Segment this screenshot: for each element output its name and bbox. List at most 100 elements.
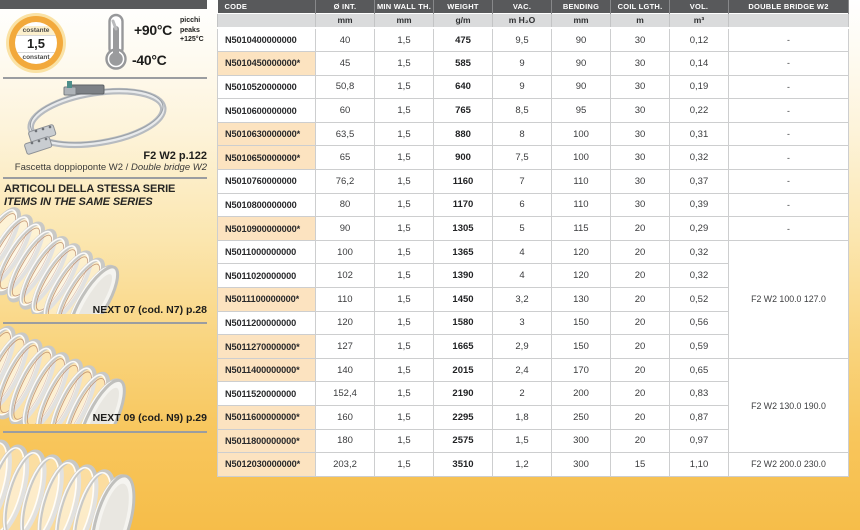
- vacuum-cell: 4: [492, 263, 552, 289]
- min-wall-thickness-cell: 1,5: [374, 27, 434, 53]
- product-code-cell: N5010800000000: [217, 192, 316, 218]
- temperature-min-label: -40°C: [132, 52, 167, 68]
- volume-cell: 0,65: [669, 357, 729, 383]
- table-row: N5010800000000 80 1,5 1170 6 110 30 0,39-: [217, 192, 849, 218]
- clamp-caption: Fascetta doppioponte W2 / Double bridge …: [0, 162, 207, 173]
- coil-length-cell: 30: [610, 145, 670, 171]
- weight-cell: 1160: [433, 169, 493, 194]
- vacuum-cell: 9,5: [492, 27, 552, 53]
- column-unit-5: mm: [551, 12, 611, 29]
- min-wall-thickness-cell: 1,5: [374, 405, 434, 430]
- product-code-cell: N5010600000000: [217, 98, 316, 123]
- double-bridge-cell: -: [728, 145, 849, 171]
- temperature-max-label: +90°C: [134, 22, 172, 38]
- volume-cell: 0,39: [669, 192, 729, 218]
- coil-length-cell: 20: [610, 357, 670, 383]
- coil-length-cell: 30: [610, 98, 670, 123]
- bending-radius-cell: 115: [551, 216, 611, 241]
- column-header-6: COIL LGTH.: [610, 0, 670, 13]
- inner-diameter-cell: 152,4: [315, 381, 375, 406]
- badge-label-it: costante: [15, 25, 57, 35]
- product-code-cell: N5010630000000*: [217, 121, 316, 147]
- weight-cell: 2190: [433, 381, 493, 406]
- column-unit-8: [728, 12, 849, 29]
- coil-length-cell: 30: [610, 121, 670, 147]
- inner-diameter-cell: 45: [315, 51, 375, 76]
- column-header-0: CODE: [217, 0, 316, 13]
- weight-cell: 640: [433, 74, 493, 100]
- coil-length-cell: 20: [610, 381, 670, 406]
- double-bridge-cell: F2 W2 130.0 190.0: [728, 357, 849, 454]
- vacuum-cell: 4: [492, 239, 552, 265]
- table-row: N5012030000000* 203,2 1,5 3510 1,2 300 15 1,10 F…: [217, 452, 849, 477]
- weight-cell: 1580: [433, 310, 493, 336]
- vacuum-cell: 2,4: [492, 357, 552, 383]
- weight-cell: 1170: [433, 192, 493, 218]
- column-header-3: WEIGHT: [433, 0, 493, 13]
- spec-table-body: N5010400000000 40 1,5 475 9,5 90 30 0,12- N50104…: [217, 27, 849, 477]
- bending-radius-cell: 90: [551, 27, 611, 53]
- clamp-caption-it: Fascetta doppioponte W2 /: [14, 162, 131, 173]
- spiral-hose-photo-next07: [0, 207, 120, 314]
- min-wall-thickness-cell: 1,5: [374, 263, 434, 289]
- vacuum-cell: 7,5: [492, 145, 552, 171]
- vacuum-cell: 1,5: [492, 428, 552, 454]
- bending-radius-cell: 120: [551, 263, 611, 289]
- min-wall-thickness-cell: 1,5: [374, 51, 434, 76]
- table-row: N5011270000000* 127 1,5 1665 2,9 150 20 0,59: [217, 334, 849, 359]
- vacuum-cell: 3: [492, 310, 552, 336]
- inner-diameter-cell: 127: [315, 334, 375, 359]
- series-item-next07: NEXT 07 (cod. N7) p.28: [92, 304, 207, 316]
- min-wall-thickness-cell: 1,5: [374, 216, 434, 241]
- weight-cell: 585: [433, 51, 493, 76]
- spiral-hose-photo-bottom: [0, 439, 136, 530]
- weight-cell: 2015: [433, 357, 493, 383]
- product-code-cell: N5010520000000: [217, 74, 316, 100]
- weight-cell: 1390: [433, 263, 493, 289]
- table-row: N5011000000000 100 1,5 1365 4 120 20 0,32 F2 W2 …: [217, 239, 849, 359]
- product-code-cell: N5010400000000: [217, 27, 316, 53]
- weight-cell: 475: [433, 27, 493, 53]
- bending-radius-cell: 150: [551, 310, 611, 336]
- spec-table: CODE Ø INT. MIN WALL TH. WEIGHT VAC. BENDING C…: [217, 0, 849, 477]
- peaks-it: picchi: [180, 17, 201, 24]
- vacuum-cell: 9: [492, 51, 552, 76]
- table-row: N5010600000000 60 1,5 765 8,5 95 30 0,22-: [217, 98, 849, 123]
- vacuum-cell: 6: [492, 192, 552, 218]
- product-code-cell: N5010650000000*: [217, 145, 316, 171]
- column-unit-6: m: [610, 12, 670, 29]
- min-wall-thickness-cell: 1,5: [374, 287, 434, 312]
- coil-length-cell: 20: [610, 263, 670, 289]
- table-row: N5011520000000 152,4 1,5 2190 2 200 20 0,83: [217, 381, 849, 406]
- bending-radius-cell: 150: [551, 334, 611, 359]
- table-row: N5011020000000 102 1,5 1390 4 120 20 0,32: [217, 263, 849, 289]
- inner-diameter-cell: 140: [315, 357, 375, 383]
- bending-radius-cell: 100: [551, 121, 611, 147]
- vacuum-cell: 8: [492, 121, 552, 147]
- double-bridge-cell: -: [728, 74, 849, 100]
- double-bridge-cell: -: [728, 192, 849, 218]
- min-wall-thickness-cell: 1,5: [374, 145, 434, 171]
- coil-length-cell: 30: [610, 74, 670, 100]
- sidebar-top-bar: [0, 0, 207, 9]
- inner-diameter-cell: 100: [315, 239, 375, 265]
- product-code-cell: N5010450000000*: [217, 51, 316, 76]
- bending-radius-cell: 120: [551, 239, 611, 265]
- same-series-heading: ARTICOLI DELLA STESSA SERIE ITEMS IN THE…: [4, 183, 175, 208]
- min-wall-thickness-cell: 1,5: [374, 121, 434, 147]
- column-header-2: MIN WALL TH.: [374, 0, 434, 13]
- double-bridge-cell: F2 W2 200.0 230.0: [728, 452, 849, 477]
- min-wall-thickness-cell: 1,5: [374, 452, 434, 477]
- inner-diameter-cell: 102: [315, 263, 375, 289]
- column-header-4: VAC.: [492, 0, 552, 13]
- volume-cell: 0,37: [669, 169, 729, 194]
- column-header-5: BENDING: [551, 0, 611, 13]
- bending-radius-cell: 95: [551, 98, 611, 123]
- coil-length-cell: 20: [610, 310, 670, 336]
- table-row: N5010450000000* 45 1,5 585 9 90 30 0,14-: [217, 51, 849, 76]
- volume-cell: 1,10: [669, 452, 729, 477]
- bending-radius-cell: 110: [551, 192, 611, 218]
- product-code-cell: N5011600000000*: [217, 405, 316, 430]
- bending-radius-cell: 130: [551, 287, 611, 312]
- double-bridge-cell: F2 W2 100.0 127.0: [728, 239, 849, 359]
